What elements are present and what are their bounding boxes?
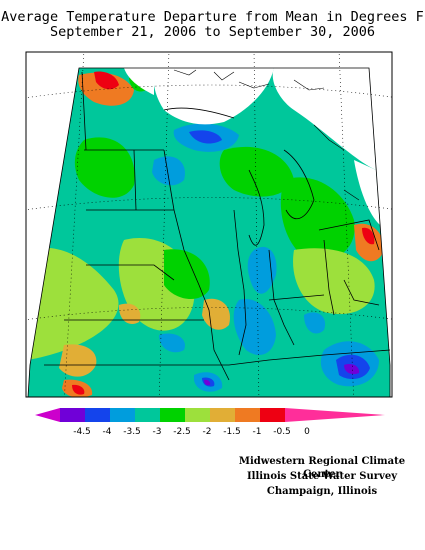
credit-location: Champaign, Illinois [266, 486, 378, 497]
contour-fill [28, 68, 390, 397]
map-date-range: September 21, 2006 to September 30, 2006 [49, 24, 376, 40]
map-frame [25, 51, 393, 398]
legend-tick-label: 0 [304, 427, 310, 435]
canada-linework [173, 69, 360, 201]
legend-swatch [135, 408, 160, 422]
legend-tick-label: -1.5 [223, 427, 241, 435]
legend-swatch [85, 408, 110, 422]
legend-tick-label: -4 [103, 427, 112, 435]
legend-swatch [210, 408, 235, 422]
temperature-departure-map [25, 51, 393, 398]
legend-tick-label: -1 [253, 427, 262, 435]
legend-swatch [260, 408, 285, 422]
credit-organization: Midwestern Regional Climate Center [238, 456, 406, 480]
legend-swatch [60, 408, 85, 422]
legend-tick-label: -0.5 [273, 427, 291, 435]
legend-swatch [160, 408, 185, 422]
legend-tick-label: -2.5 [173, 427, 191, 435]
legend-tick-label: -2 [203, 427, 212, 435]
map-projection-outline [27, 67, 391, 397]
state-boundaries [44, 71, 391, 381]
legend-arrow-high [285, 408, 385, 422]
map-title: Average Temperature Departure from Mean … [1, 9, 424, 25]
legend-tick-label: -3.5 [123, 427, 141, 435]
color-legend: -4.5 -4 -3.5 -3 -2.5 -2 -1.5 -1 -0.5 0 [35, 408, 385, 435]
credit-survey: Illinois State Water Survey [246, 471, 398, 482]
legend-tick-label: -3 [153, 427, 162, 435]
legend-swatch [110, 408, 135, 422]
legend-swatch [185, 408, 210, 422]
graticule [26, 52, 392, 397]
legend-tick-label: -4.5 [73, 427, 91, 435]
legend-arrow-low [35, 408, 60, 422]
legend-swatch [235, 408, 260, 422]
